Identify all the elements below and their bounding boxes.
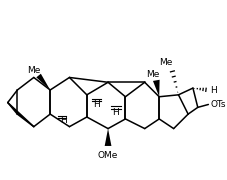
Polygon shape [105,129,111,146]
Text: OTs: OTs [210,100,226,109]
Text: H: H [60,116,67,125]
Polygon shape [36,74,50,90]
Text: Me: Me [146,70,159,79]
Text: Me: Me [27,66,40,75]
Text: Me: Me [159,58,173,68]
Text: OMe: OMe [98,151,118,160]
Text: H: H [112,108,119,117]
Text: H: H [93,100,100,109]
Polygon shape [153,80,160,97]
Polygon shape [8,103,34,127]
Text: H: H [210,86,217,95]
